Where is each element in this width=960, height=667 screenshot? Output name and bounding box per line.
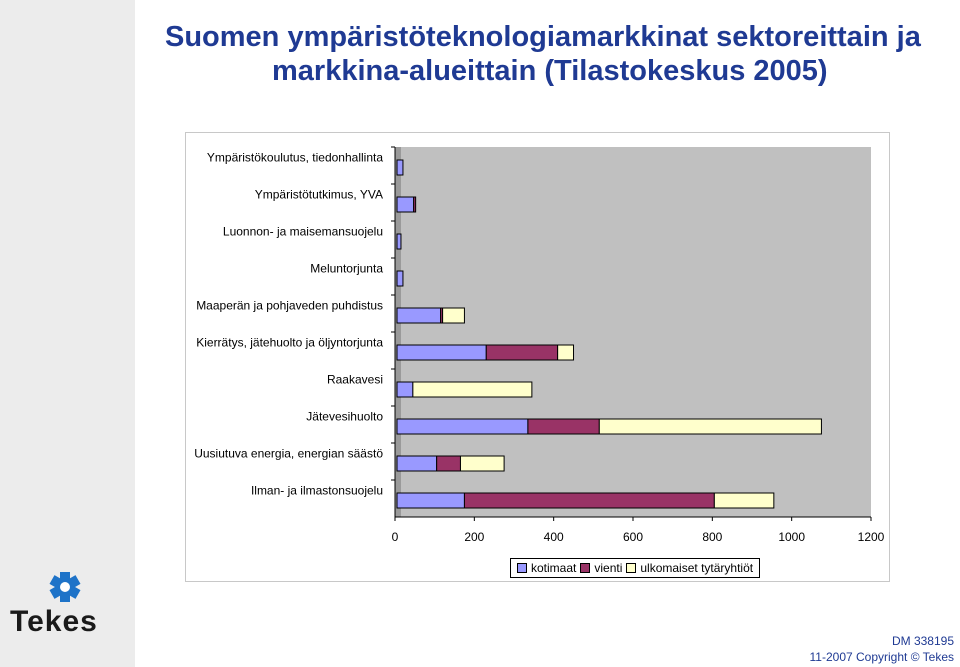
bar-ulkomaiset-tytäryhtiöt [459, 455, 505, 472]
bar-kotimaat [396, 455, 438, 472]
x-tick-label: 200 [464, 530, 484, 544]
legend-item-ulkomaiset: ulkomaiset tytäryhtiöt [626, 561, 753, 575]
category-label: Luonnon- ja maisemansuojelu [223, 225, 383, 239]
bar-vienti [485, 344, 559, 361]
tekes-logo-text: Tekes [10, 605, 98, 638]
bar-ulkomaiset-tytäryhtiöt [557, 344, 575, 361]
bar-vienti [527, 418, 600, 435]
bar-kotimaat [396, 159, 404, 176]
x-tick-label: 1000 [778, 530, 805, 544]
footer-copyright: 11-2007 Copyright © Tekes [809, 650, 954, 664]
legend-label-kotimaat: kotimaat [531, 561, 577, 575]
legend-swatch-ulkomaiset [626, 563, 637, 573]
footer-code: DM 338195 [891, 634, 954, 648]
bar-kotimaat [396, 381, 414, 398]
legend-label-vienti: vienti [594, 561, 623, 575]
tekes-logo-icon [49, 572, 81, 602]
category-label: Jätevesihuolto [306, 410, 383, 424]
category-label: Raakavesi [327, 373, 383, 387]
x-tick-label: 0 [392, 530, 399, 544]
bar-kotimaat [396, 270, 404, 287]
bar-ulkomaiset-tytäryhtiöt [598, 418, 822, 435]
bar-vienti [413, 196, 417, 213]
x-tick-label: 800 [702, 530, 722, 544]
title-line-2: markkina-alueittain (Tilastokeskus 2005) [272, 55, 828, 87]
legend-item-kotimaat: kotimaat [517, 561, 576, 575]
chart-frame: Ympäristökoulutus, tiedonhallinta Ympäris… [185, 132, 890, 582]
category-label: Ympäristötutkimus, YVA [255, 188, 383, 202]
bar-kotimaat [396, 492, 465, 509]
bar-ulkomaiset-tytäryhtiöt [442, 307, 465, 324]
category-label: Uusiutuva energia, energian säästö [194, 447, 383, 461]
left-band [0, 0, 135, 667]
legend-item-vienti: vienti [580, 561, 622, 575]
legend-label-ulkomaiset: ulkomaiset tytäryhtiöt [640, 561, 754, 575]
bar-ulkomaiset-tytäryhtiöt [713, 492, 775, 509]
x-tick-label: 600 [623, 530, 643, 544]
category-label: Meluntorjunta [310, 262, 383, 276]
legend-swatch-vienti [580, 563, 591, 573]
bar-kotimaat [396, 344, 487, 361]
bar-kotimaat [396, 418, 529, 435]
category-label: Ympäristökoulutus, tiedonhallinta [207, 151, 383, 165]
bar-kotimaat [396, 196, 415, 213]
x-tick-label: 400 [544, 530, 564, 544]
x-tick-label: 1200 [858, 530, 885, 544]
bar-kotimaat [396, 233, 402, 250]
bar-vienti [463, 492, 715, 509]
bar-ulkomaiset-tytäryhtiöt [412, 381, 533, 398]
category-label: Maaperän ja pohjaveden puhdistus [196, 299, 383, 313]
page-title: Suomen ympäristöteknologiamarkkinat sekt… [165, 20, 945, 88]
chart-legend: kotimaat vienti ulkomaiset tytäryhtiöt [510, 558, 761, 578]
plot-area [395, 147, 871, 517]
bar-kotimaat [396, 307, 442, 324]
footer: DM 338195 11-2007 Copyright © Tekes [810, 633, 954, 665]
category-label: Ilman- ja ilmastonsuojelu [251, 484, 383, 498]
bar-chart: Ympäristökoulutus, tiedonhallinta Ympäris… [194, 146, 885, 544]
legend-swatch-kotimaat [517, 563, 527, 573]
plot-side-wall [395, 147, 401, 517]
category-label: Kierrätys, jätehuolto ja öljyntorjunta [196, 336, 383, 350]
bar-vienti [436, 455, 461, 472]
title-line-1: Suomen ympäristöteknologiamarkkinat sekt… [165, 21, 921, 53]
